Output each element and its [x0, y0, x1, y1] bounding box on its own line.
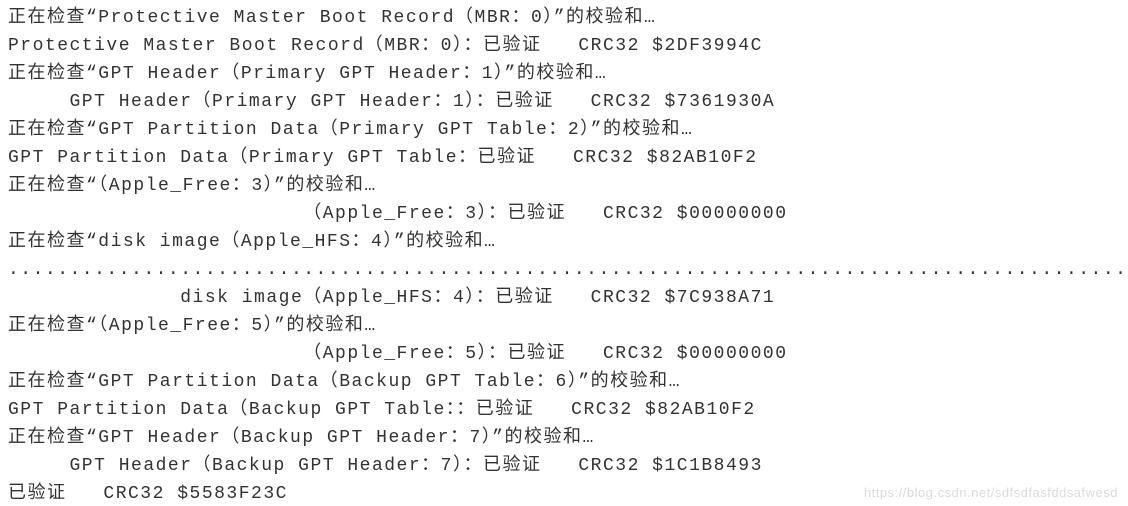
- terminal-line: 正在检查“disk image（Apple_HFS：4）”的校验和…: [8, 232, 496, 252]
- terminal-line: GPT Partition Data（Primary GPT Table：已验证…: [8, 148, 758, 168]
- terminal-output: 正在检查“Protective Master Boot Record（MBR：0…: [0, 0, 1128, 506]
- terminal-line: 正在检查“（Apple_Free：5）”的校验和…: [8, 316, 377, 336]
- terminal-line: GPT Partition Data（Backup GPT Table：：已验证…: [8, 400, 756, 420]
- terminal-line: 正在检查“GPT Header（Backup GPT Header：7）”的校验…: [8, 428, 595, 448]
- terminal-line: （Apple_Free：3）：已验证 CRC32 $00000000: [8, 204, 788, 224]
- terminal-line: 正在检查“GPT Partition Data（Backup GPT Table…: [8, 372, 681, 392]
- terminal-line: 正在检查“（Apple_Free：3）”的校验和…: [8, 176, 377, 196]
- terminal-line: GPT Header（Primary GPT Header：1）：已验证 CRC…: [8, 92, 775, 112]
- watermark-text: https://blog.csdn.net/sdfsdfasfddsafwesd: [864, 485, 1118, 500]
- terminal-line: 正在检查“GPT Header（Primary GPT Header：1）”的校…: [8, 64, 607, 84]
- terminal-line: 正在检查“GPT Partition Data（Primary GPT Tabl…: [8, 120, 693, 140]
- terminal-line: disk image（Apple_HFS：4）：已验证 CRC32 $7C938…: [8, 288, 775, 308]
- terminal-line: （Apple_Free：5）：已验证 CRC32 $00000000: [8, 344, 788, 364]
- terminal-line: Protective Master Boot Record（MBR：0）：已验证…: [8, 36, 763, 56]
- terminal-line: 已验证 CRC32 $5583F23C: [8, 484, 288, 504]
- terminal-line: 正在检查“Protective Master Boot Record（MBR：0…: [8, 8, 656, 28]
- terminal-line: ........................................…: [8, 260, 1128, 280]
- terminal-line: GPT Header（Backup GPT Header：7）：已验证 CRC3…: [8, 456, 763, 476]
